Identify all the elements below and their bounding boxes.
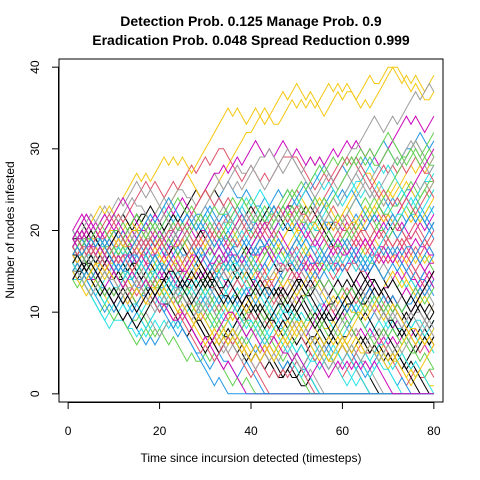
series-line [72,245,434,395]
x-tick-label: 80 [427,424,441,438]
series-line [72,229,434,395]
series-line [72,262,435,363]
series-line [72,148,435,289]
y-tick-label: 30 [28,142,42,156]
x-tick-label: 40 [244,424,258,438]
y-tick-label: 40 [28,60,42,74]
series-line [72,66,435,240]
series-line [72,237,435,314]
series-line [72,189,435,297]
x-axis: 0 20 40 60 80 [65,402,441,438]
series-line [72,262,435,314]
series-line [72,245,434,395]
chart-title-line-1: Detection Prob. 0.125 Manage Prob. 0.9 [120,13,382,29]
y-tick-label: 0 [28,390,42,397]
series-line [72,245,434,395]
series-line [72,270,434,395]
series-line [72,245,434,395]
series-line [72,82,435,273]
series-line [72,155,435,273]
series-line [72,188,435,330]
series-line [72,196,435,281]
series-line [72,221,435,371]
series-line [72,253,435,330]
x-tick-label: 0 [65,424,72,438]
series-line [72,246,434,395]
chart-title-line-2: Eradication Prob. 0.048 Spread Reduction… [92,32,410,48]
x-axis-label: Time since incursion detected (timesteps… [141,451,362,465]
y-tick-label: 20 [28,224,42,238]
series-line [72,230,434,379]
x-tick-label: 60 [336,424,350,438]
x-tick-label: 20 [153,424,167,438]
series-line [72,147,434,257]
y-tick-label: 10 [28,305,42,319]
series-line [72,66,435,289]
series-group [72,66,435,395]
series-line [72,245,434,395]
y-axis-label: Number of nodes infested [3,161,17,298]
series-line [72,246,434,395]
y-axis: 0 10 20 30 40 [28,60,59,397]
